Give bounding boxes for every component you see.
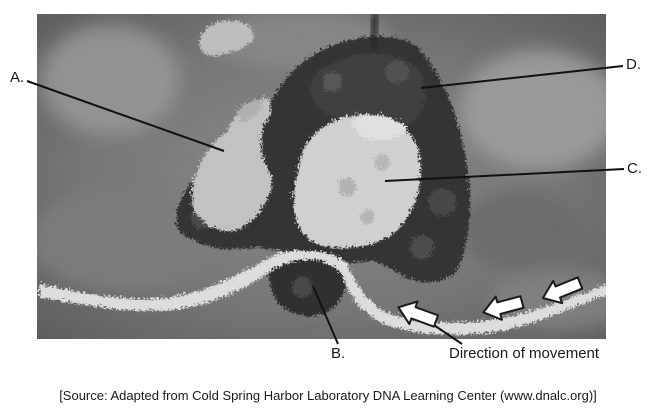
source-caption: [Source: Adapted from Cold Spring Harbor… bbox=[59, 388, 597, 403]
direction-of-movement-label: Direction of movement bbox=[449, 345, 600, 362]
micrograph-photo bbox=[37, 14, 606, 339]
label-d: D. bbox=[626, 56, 641, 73]
arrow-icon bbox=[482, 295, 525, 321]
pointer-line-a bbox=[26, 80, 225, 152]
label-a: A. bbox=[10, 69, 25, 86]
direction-arrows bbox=[397, 276, 584, 328]
pointer-line-d bbox=[420, 65, 624, 89]
pointer-line-b bbox=[312, 285, 339, 345]
arrow-icon bbox=[397, 300, 440, 328]
label-c: C. bbox=[627, 160, 642, 177]
arrow-icon bbox=[541, 276, 584, 305]
label-b: B. bbox=[331, 345, 346, 362]
pointer-line-c bbox=[384, 168, 625, 182]
